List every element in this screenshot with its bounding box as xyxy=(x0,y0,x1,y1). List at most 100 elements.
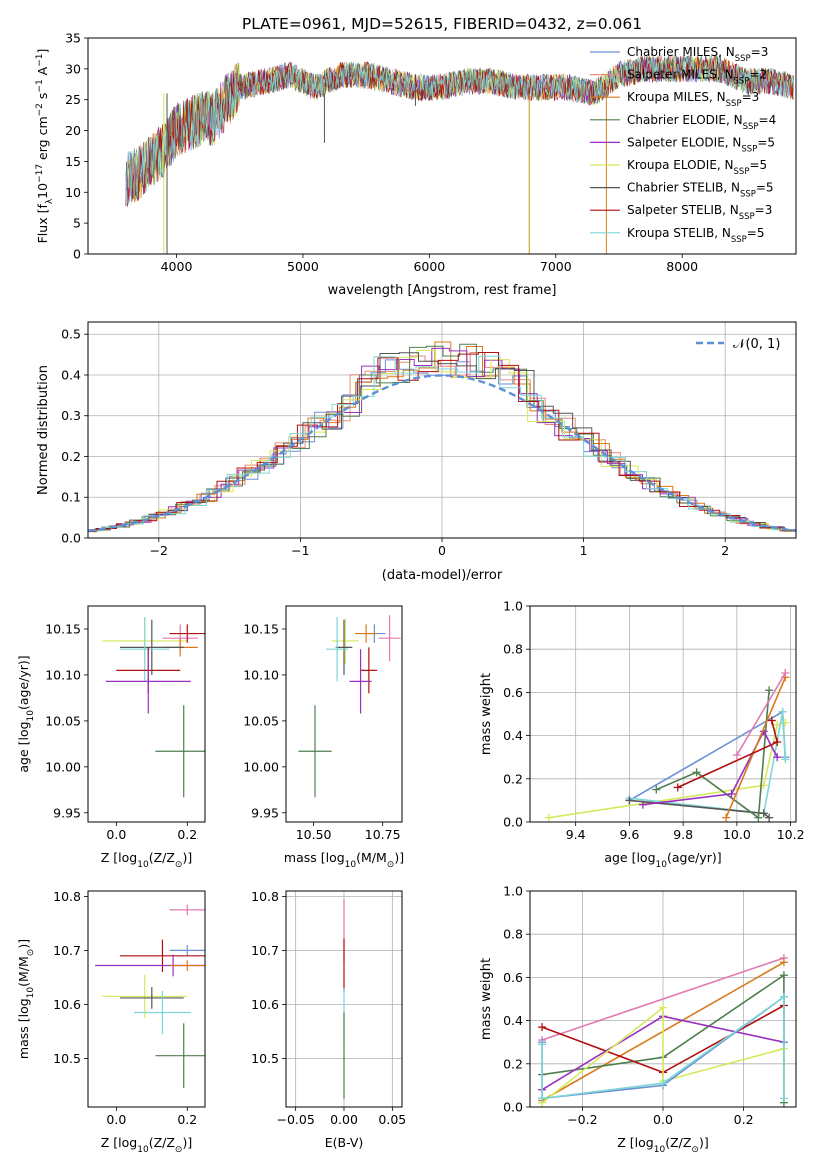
legend-entry: Salpeter STELIB, NSSP=3 xyxy=(627,203,772,222)
weight-line xyxy=(541,957,785,1041)
x-tick-label: 9.8 xyxy=(673,827,693,842)
legend-entry-name: Salpeter MILES, N xyxy=(627,68,734,82)
y-tick-label: 0.8 xyxy=(503,927,523,942)
y-tick-label: 10.05 xyxy=(45,713,81,728)
x-axis-label-part: ⊙ xyxy=(175,1145,183,1155)
y-axis-label-part: 10 xyxy=(35,183,50,199)
legend-entry-sub: SSP xyxy=(743,122,759,132)
x-tick-label: 10.0 xyxy=(723,827,751,842)
legend-entry-sub: SSP xyxy=(739,212,755,222)
y-tick-label: 0.2 xyxy=(503,1056,523,1071)
x-axis-label-part: )] xyxy=(699,1135,709,1150)
weight-line xyxy=(541,1005,785,1104)
x-tick-label: −1 xyxy=(291,543,309,558)
x-tick-label: 10.2 xyxy=(777,827,805,842)
x-axis-label-part: )] xyxy=(182,850,192,865)
scatter-frame xyxy=(285,605,403,823)
y-axis-label-part: Flux [f xyxy=(35,204,50,244)
x-tick-label: 9.4 xyxy=(566,827,586,842)
y-tick-label: 0.8 xyxy=(503,642,523,657)
y-tick-label: 0.5 xyxy=(61,327,81,342)
x-axis-label-part: mass [log xyxy=(284,850,345,865)
y-tick-label: 9.95 xyxy=(251,805,279,820)
legend-entry-val: =5 xyxy=(756,181,774,195)
legend-entry-val: =5 xyxy=(749,158,767,172)
x-tick-label: 7000 xyxy=(540,259,572,274)
x-axis-label-part: age [log xyxy=(604,850,655,865)
y-tick-label: 0.0 xyxy=(503,1100,523,1115)
legend-entry-sub: SSP xyxy=(735,54,751,64)
y-tick-label: 10 xyxy=(65,185,81,200)
scatter-frame xyxy=(285,890,403,1108)
x-tick-label: 5000 xyxy=(287,259,319,274)
x-axis-label-part: Z [log xyxy=(617,1135,653,1150)
y-tick-label: 10.10 xyxy=(45,667,81,682)
y-tick-label: 0.2 xyxy=(503,771,523,786)
y-axis-label-part: (age/yr)] xyxy=(16,655,31,710)
histogram-frame xyxy=(87,321,797,539)
y-axis-label-part: erg cm xyxy=(35,116,50,164)
weight-line xyxy=(642,729,778,806)
y-tick-label: 0.4 xyxy=(503,728,523,743)
legend-entry-name: Kroupa ELODIE, N xyxy=(627,158,734,172)
y-tick-label: 10.05 xyxy=(243,713,279,728)
legend-entry: Kroupa STELIB, NSSP=5 xyxy=(627,226,765,245)
y-tick-label: 0.6 xyxy=(503,685,523,700)
legend-entry: Chabrier ELODIE, NSSP=4 xyxy=(627,113,776,132)
y-axis-label: age [log10(age/yr)] xyxy=(16,655,36,772)
y-tick-label: 10.5 xyxy=(251,1051,279,1066)
x-tick-label: 2 xyxy=(721,543,729,558)
legend-entry: Chabrier STELIB, NSSP=5 xyxy=(627,181,774,200)
y-tick-label: 10.5 xyxy=(53,1051,81,1066)
legend-entry-sub: SSP xyxy=(731,235,747,245)
y-tick-label: 5 xyxy=(73,216,81,231)
legend-entry-val: =5 xyxy=(747,226,765,240)
x-axis-label-part: 10 xyxy=(345,860,357,870)
x-tick-label: 0.00 xyxy=(330,1112,358,1127)
y-tick-label: 10.7 xyxy=(53,943,81,958)
figure-title: PLATE=0961, MJD=52615, FIBERID=0432, z=0… xyxy=(242,15,642,33)
y-axis-label-part: ] xyxy=(35,49,50,54)
x-axis-label-part: (Z/Z xyxy=(665,1135,691,1150)
gaussian-curve xyxy=(87,374,797,533)
legend-entry-val: =2 xyxy=(749,68,767,82)
y-tick-label: 10.6 xyxy=(251,997,279,1012)
y-tick-label: 10.10 xyxy=(243,667,279,682)
y-tick-label: 0.0 xyxy=(61,531,81,546)
legend-entry: Salpeter MILES, NSSP=2 xyxy=(627,68,767,87)
legend-entry-val: =3 xyxy=(751,45,769,59)
x-axis-label: E(B-V) xyxy=(325,1135,364,1150)
x-tick-label: 0.0 xyxy=(653,1112,673,1127)
y-tick-label: 10.00 xyxy=(45,759,81,774)
x-axis-label: wavelength [Angstrom, rest frame] xyxy=(328,283,557,298)
x-axis-label-part: ⊙ xyxy=(175,860,183,870)
y-tick-label: 1.0 xyxy=(503,599,523,614)
x-tick-label: 4000 xyxy=(161,259,193,274)
x-tick-label: −2 xyxy=(150,543,168,558)
x-axis-label-part: (age/yr)] xyxy=(667,850,722,865)
x-axis-label: age [log10(age/yr)] xyxy=(604,850,721,870)
x-axis-label-part: Z [log xyxy=(101,1135,137,1150)
legend-entry: Kroupa MILES, NSSP=3 xyxy=(627,90,759,109)
x-axis-label: Z [log10(Z/Z⊙)] xyxy=(101,850,192,870)
y-tick-label: 0 xyxy=(73,247,81,262)
y-axis-label-part: −2 xyxy=(35,103,45,116)
legend-entry-sub: SSP xyxy=(740,190,756,200)
y-axis-label: Normed distribution xyxy=(36,365,51,495)
x-tick-label: 0.2 xyxy=(177,1112,197,1127)
x-tick-label: 0.2 xyxy=(734,1112,754,1127)
y-tick-label: 25 xyxy=(65,92,81,107)
weight-line xyxy=(629,711,787,815)
x-tick-label: 0 xyxy=(438,543,446,558)
legend-entry-name: Salpeter STELIB, N xyxy=(627,203,739,217)
y-tick-label: 10.15 xyxy=(45,621,81,636)
weight-line xyxy=(736,672,786,756)
legend-entry: Salpeter ELODIE, NSSP=5 xyxy=(627,135,775,154)
x-tick-label: 0.0 xyxy=(106,1112,126,1127)
x-tick-label: 1 xyxy=(580,543,588,558)
legend-entry-val: =3 xyxy=(742,90,760,104)
y-tick-label: 15 xyxy=(65,154,81,169)
y-tick-label: 20 xyxy=(65,123,81,138)
y-axis-label-part: )] xyxy=(16,939,31,949)
y-axis-label-part: −1 xyxy=(35,54,45,67)
